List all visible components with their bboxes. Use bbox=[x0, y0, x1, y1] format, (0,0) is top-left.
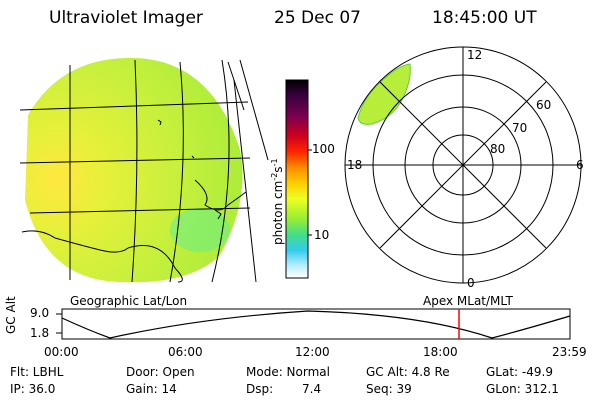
door-value: Door: Open bbox=[126, 365, 195, 379]
dsp-label: Dsp: bbox=[246, 382, 274, 396]
gc-alt-ylabel: GC Alt bbox=[4, 296, 18, 334]
x-tick-2359: 23:59 bbox=[552, 345, 587, 359]
gain-value: Gain: 14 bbox=[126, 382, 177, 396]
dsp-value: 7.4 bbox=[302, 382, 322, 396]
x-tick-0600: 06:00 bbox=[168, 345, 203, 359]
date-label: 25 Dec 07 bbox=[274, 8, 361, 28]
seq-value: Seq: 39 bbox=[366, 382, 412, 396]
mode-value: Mode: Normal bbox=[246, 365, 330, 379]
mlt-label-0: 0 bbox=[467, 276, 475, 290]
colorbar-tick-100: 100 bbox=[312, 142, 335, 156]
x-tick-1800: 18:00 bbox=[423, 345, 458, 359]
ip-value: IP: 36.0 bbox=[10, 382, 56, 396]
x-tick-1200: 12:00 bbox=[295, 345, 330, 359]
flt-value: Flt: LBHL bbox=[10, 365, 64, 379]
time-label: 18:45:00 UT bbox=[432, 8, 537, 28]
mlt-label-12: 12 bbox=[467, 48, 483, 62]
instrument-title: Ultraviolet Imager bbox=[49, 8, 203, 28]
geographic-label: Geographic Lat/Lon bbox=[70, 294, 188, 308]
glat-value: GLat: -49.9 bbox=[486, 365, 553, 379]
lat-label-70: 70 bbox=[512, 121, 528, 135]
mlt-label-6: 6 bbox=[576, 158, 584, 172]
polar-aurora-patch bbox=[357, 63, 411, 125]
lat-label-60: 60 bbox=[536, 98, 552, 112]
gc-alt-value: GC Alt: 4.8 Re bbox=[366, 365, 450, 379]
lat-label-80: 80 bbox=[490, 142, 506, 156]
glon-value: GLon: 312.1 bbox=[486, 382, 559, 396]
colorbar-tick-10: 10 bbox=[314, 228, 330, 242]
mlt-label-18: 18 bbox=[347, 158, 363, 172]
gc-alt-tick-1-8: 1.8 bbox=[30, 326, 50, 340]
x-tick-0000: 00:00 bbox=[44, 345, 79, 359]
gc-alt-tick-9: 9.0 bbox=[30, 306, 50, 320]
apex-label: Apex MLat/MLT bbox=[423, 294, 513, 308]
